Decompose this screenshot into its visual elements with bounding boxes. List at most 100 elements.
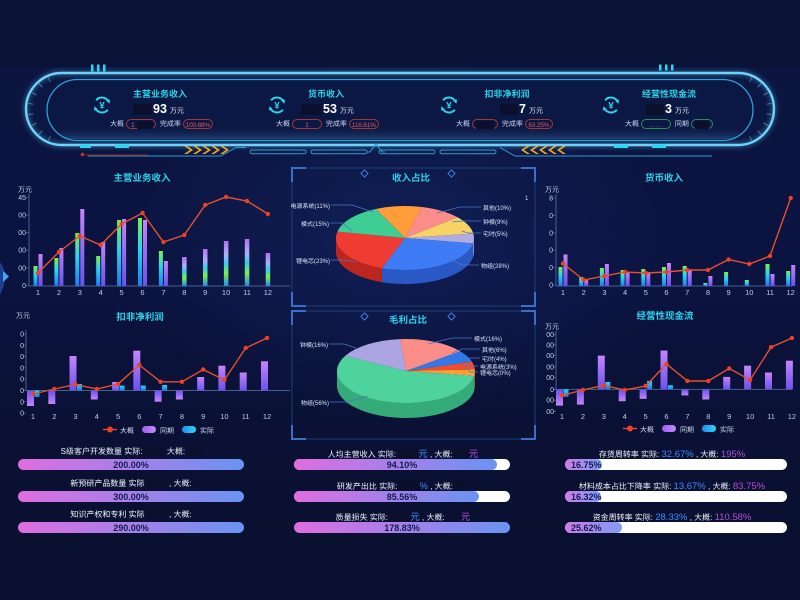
svg-text:3: 3: [73, 411, 77, 422]
svg-text:0: 0: [549, 281, 553, 291]
svg-text:00: 00: [546, 362, 554, 372]
svg-text:7: 7: [161, 287, 165, 298]
svg-text:0: 0: [20, 375, 24, 385]
svg-text:0: 0: [20, 397, 24, 407]
svg-text:5: 5: [116, 411, 120, 422]
svg-text:3: 3: [78, 287, 82, 298]
svg-text:物组(56%): 物组(56%): [301, 398, 329, 407]
svg-text:45: 45: [18, 193, 26, 203]
svg-text:8: 8: [182, 287, 186, 298]
svg-text:2: 2: [57, 287, 61, 298]
svg-text:9: 9: [727, 287, 731, 298]
svg-text:7: 7: [685, 411, 689, 422]
svg-text:其他(6%): 其他(6%): [482, 345, 507, 354]
svg-text:12: 12: [788, 411, 796, 422]
svg-text:¥: ¥: [99, 97, 105, 111]
svg-text:¥: ¥: [446, 97, 452, 111]
svg-text:10: 10: [745, 287, 753, 298]
svg-text:0: 0: [549, 263, 553, 273]
svg-text:实际: 实际: [200, 426, 214, 436]
svg-text:0: 0: [20, 330, 24, 340]
svg-text:6: 6: [664, 411, 668, 422]
svg-text:00: 00: [18, 228, 26, 238]
svg-text:同期: 同期: [680, 425, 694, 435]
svg-text:00: 00: [546, 396, 554, 406]
svg-text:6: 6: [137, 411, 141, 422]
svg-text:7: 7: [685, 287, 689, 298]
svg-text:11: 11: [766, 287, 774, 298]
svg-text:00: 00: [546, 373, 554, 383]
svg-text:7: 7: [159, 411, 163, 422]
svg-text:1: 1: [31, 411, 35, 422]
svg-text:8: 8: [706, 411, 710, 422]
svg-text:0: 0: [20, 409, 24, 419]
svg-text:锂电芯(0%): 锂电芯(0%): [480, 368, 511, 377]
svg-text:1: 1: [561, 287, 565, 298]
svg-text:宅时(5%): 宅时(5%): [483, 229, 508, 238]
svg-text:00: 00: [18, 263, 26, 273]
svg-text:0: 0: [20, 352, 24, 362]
svg-text:1: 1: [36, 287, 40, 298]
svg-text:11: 11: [243, 287, 251, 298]
svg-text:其他(10%): 其他(10%): [483, 203, 511, 212]
svg-text:12: 12: [264, 287, 272, 298]
svg-text:1: 1: [560, 411, 564, 422]
svg-text:0: 0: [20, 363, 24, 373]
svg-text:大概: 大概: [120, 426, 134, 436]
svg-text:9: 9: [201, 411, 205, 422]
svg-text:5: 5: [644, 411, 648, 422]
svg-text:12: 12: [787, 287, 795, 298]
svg-text:5: 5: [120, 287, 124, 298]
svg-text:2: 2: [582, 287, 586, 298]
svg-text:8: 8: [180, 411, 184, 422]
svg-text:2: 2: [52, 411, 56, 422]
svg-text:大概: 大概: [640, 425, 654, 435]
svg-text:4: 4: [95, 411, 99, 422]
svg-text:¥: ¥: [274, 97, 280, 111]
svg-text:电源系统(3%): 电源系统(3%): [480, 362, 517, 371]
svg-text:3: 3: [602, 411, 606, 422]
svg-text:0: 0: [550, 385, 554, 395]
svg-text:宅时(4%): 宅时(4%): [482, 354, 507, 363]
svg-text:00: 00: [18, 246, 26, 256]
svg-text:0: 0: [22, 281, 26, 291]
svg-text:模式(15%): 模式(15%): [301, 219, 329, 228]
svg-text:钟模(16%): 钟模(16%): [300, 340, 328, 349]
svg-text:9: 9: [203, 287, 207, 298]
svg-text:¥: ¥: [608, 97, 614, 111]
svg-text:8: 8: [706, 287, 710, 298]
svg-text:3: 3: [602, 287, 606, 298]
svg-text:10: 10: [222, 287, 230, 298]
svg-text:10: 10: [746, 411, 754, 422]
svg-text:10: 10: [220, 411, 228, 422]
svg-text:00: 00: [546, 330, 554, 340]
svg-text:9: 9: [727, 411, 731, 422]
svg-text:5: 5: [644, 287, 648, 298]
svg-text:00: 00: [546, 340, 554, 350]
svg-text:00: 00: [546, 407, 554, 417]
svg-text:6: 6: [664, 287, 668, 298]
svg-text:同期: 同期: [160, 426, 174, 436]
svg-text:4: 4: [99, 287, 103, 298]
svg-text:4: 4: [623, 411, 627, 422]
svg-text:00: 00: [546, 351, 554, 361]
svg-text:6: 6: [140, 287, 144, 298]
svg-text:1: 1: [525, 193, 529, 202]
svg-text:0: 0: [549, 246, 553, 256]
svg-text:8: 8: [549, 194, 553, 204]
svg-text:12: 12: [263, 411, 271, 422]
svg-text:实际: 实际: [720, 425, 734, 435]
svg-text:0: 0: [549, 211, 553, 221]
svg-text:4: 4: [623, 287, 627, 298]
svg-text:0: 0: [20, 341, 24, 351]
svg-text:物组(28%): 物组(28%): [481, 261, 509, 270]
svg-text:0: 0: [549, 228, 553, 238]
svg-text:模式(16%): 模式(16%): [474, 334, 502, 343]
svg-text:2: 2: [581, 411, 585, 422]
svg-text:钟模(9%): 钟模(9%): [483, 217, 508, 226]
svg-text:0: 0: [20, 386, 24, 396]
svg-text:11: 11: [767, 411, 775, 422]
svg-text:电源系统(11%): 电源系统(11%): [290, 201, 330, 210]
svg-text:11: 11: [242, 411, 250, 422]
svg-text:00: 00: [18, 211, 26, 221]
